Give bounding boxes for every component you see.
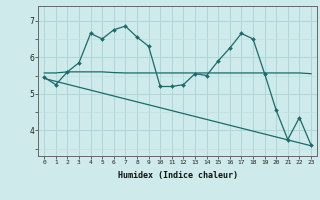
X-axis label: Humidex (Indice chaleur): Humidex (Indice chaleur) [118,171,238,180]
